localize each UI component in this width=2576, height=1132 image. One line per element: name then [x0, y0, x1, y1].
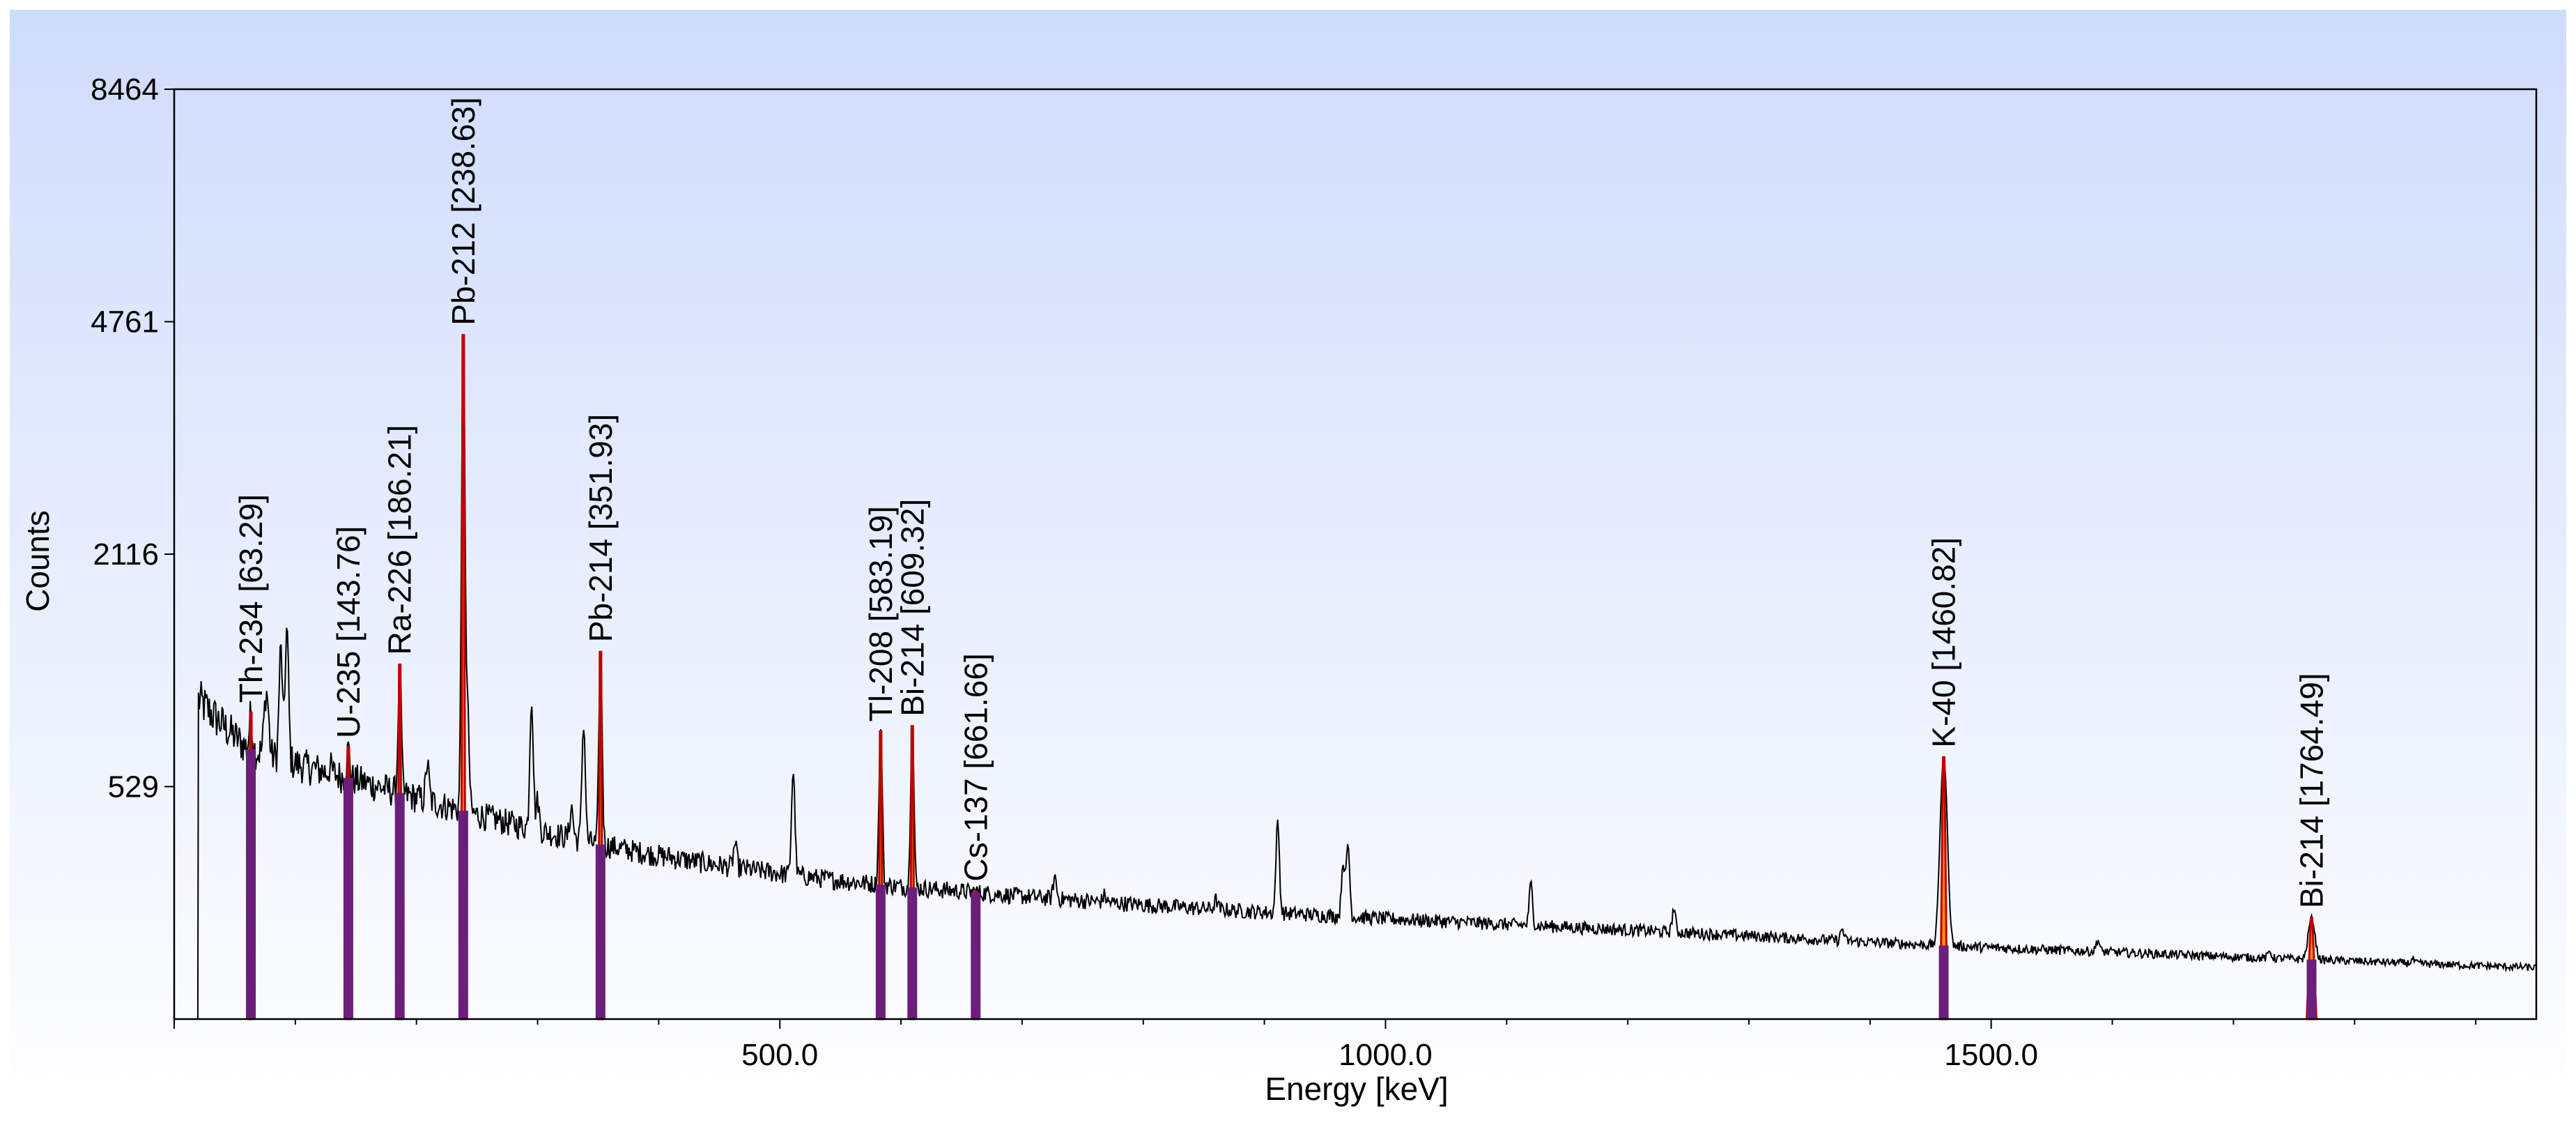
peak-marker-3 — [458, 811, 468, 1019]
peak-label: Pb-214 [351.93] — [583, 414, 619, 642]
x-axis: 500.0 1000.0 1500.0 — [173, 1019, 2477, 1072]
peak-label: U-235 [143.76] — [330, 526, 367, 738]
peak-marker-9 — [2306, 959, 2317, 1019]
peak-marker-7 — [971, 892, 981, 1019]
peak-marker-4 — [595, 844, 606, 1019]
peak-label: Tl-208 [583.19] — [863, 506, 899, 721]
spectrum-line — [174, 342, 2537, 1020]
peak-label: Th-234 [63.29] — [233, 494, 269, 703]
peak-labels: Th-234 [63.29] U-235 [143.76] Ra-226 [186.… — [233, 97, 2329, 908]
peak-marker-1 — [343, 777, 353, 1019]
y-axis-title: Counts — [20, 510, 56, 612]
peak-label: Ra-226 [186.21] — [382, 425, 418, 655]
peak-label: Pb-212 [238.63] — [445, 97, 481, 325]
peak-label: Bi-214 [1764.49] — [2293, 673, 2329, 908]
y-axis: 529 2116 4761 8464 — [91, 72, 174, 804]
x-tick-label: 500.0 — [741, 1038, 818, 1072]
x-axis-title: Energy [keV] — [1265, 1071, 1448, 1107]
peak-label: K-40 [1460.82] — [1926, 537, 1962, 748]
x-tick-label: 1000.0 — [1339, 1038, 1433, 1072]
peak-marker-2 — [394, 793, 405, 1019]
peak-marker-6 — [907, 887, 918, 1019]
peak-label: Cs-137 [661.66] — [957, 653, 994, 881]
peak-marker-8 — [1938, 945, 1949, 1019]
y-tick-label: 2116 — [93, 537, 159, 572]
peak-marker-0 — [246, 749, 256, 1019]
chart-background — [10, 10, 2566, 1122]
peak-marker-5 — [875, 884, 886, 1019]
peak-label: Bi-214 [609.32] — [894, 499, 930, 717]
y-tick-label: 8464 — [91, 72, 159, 107]
y-tick-label: 4761 — [91, 305, 159, 339]
y-tick-label: 529 — [108, 770, 159, 804]
x-tick-label: 1500.0 — [1944, 1038, 2038, 1072]
